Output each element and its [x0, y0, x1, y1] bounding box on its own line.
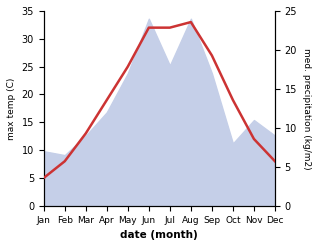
Y-axis label: med. precipitation (kg/m2): med. precipitation (kg/m2) [302, 48, 311, 169]
X-axis label: date (month): date (month) [121, 230, 198, 240]
Y-axis label: max temp (C): max temp (C) [7, 77, 16, 140]
